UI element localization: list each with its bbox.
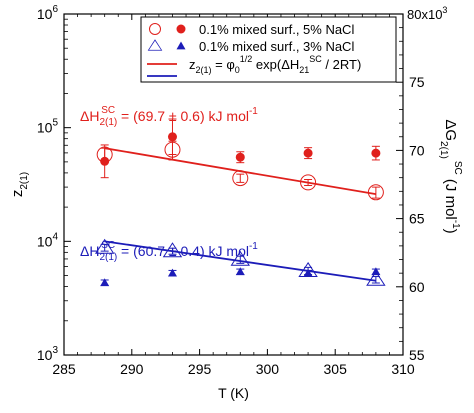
y-right-tick-label: 75	[409, 74, 425, 90]
y-left-tick-label: 103	[37, 345, 59, 363]
filled-triangle-marker	[303, 268, 313, 277]
y-right-axis-label: ΔG2(1)SC (J mol-1)	[438, 119, 463, 233]
filled-triangle-marker	[100, 278, 110, 287]
annotation-blue: ΔH2(1)SC = (60.7 ± 0.4) kJ mol-1	[80, 240, 258, 263]
y-left-tick-label: 105	[37, 118, 59, 136]
open-circle-marker	[300, 174, 317, 191]
legend-formula: z2(1) = φ01/2 exp(ΔH21SC / 2RT)	[189, 54, 361, 75]
filled-circle-marker	[303, 148, 313, 158]
annotations: ΔH2(1)SC = (69.7 ± 0.6) kJ mol-1 ΔH2(1)SC…	[80, 105, 258, 263]
filled-circle-marker	[100, 156, 110, 166]
plot-frame	[63, 13, 404, 356]
x-tick-label: 290	[120, 361, 144, 377]
filled-circle-marker	[167, 132, 177, 142]
x-tick-label: 285	[52, 361, 76, 377]
y-left-tick-label: 104	[37, 231, 59, 249]
x-axis-label: T (K)	[218, 385, 249, 401]
y-right-tick-label: 65	[409, 211, 425, 227]
filled-triangle-marker	[176, 41, 186, 50]
annotation-red: ΔH2(1)SC = (69.7 ± 0.6) kJ mol-1	[80, 105, 258, 128]
y-right-tick-label: 55	[409, 347, 425, 363]
x-tick-label: 295	[188, 361, 212, 377]
filled-circle-marker	[176, 24, 186, 34]
x-tick-label: 300	[256, 361, 280, 377]
fit-line	[104, 147, 377, 196]
fit-line	[104, 240, 377, 282]
x-tick-label: 310	[391, 361, 415, 377]
open-triangle-marker	[94, 238, 115, 254]
x-tick-label: 305	[324, 361, 348, 377]
open-triangle-marker	[147, 39, 163, 51]
filled-triangle-marker	[167, 268, 177, 277]
open-triangle-marker	[230, 250, 250, 266]
axis-labels: 285 290 295 300 305 310 103 104 105 106 55 60 65 70 75…	[9, 4, 463, 401]
filled-triangle-marker	[235, 267, 245, 276]
series-layer	[94, 118, 386, 287]
y-right-top-label: 80x103	[407, 5, 447, 22]
filled-circle-marker	[371, 148, 381, 158]
y-right-tick-label: 60	[409, 279, 425, 295]
y-left-tick-label: 106	[37, 4, 59, 22]
y-right-tick-label: 70	[409, 142, 425, 158]
legend-label: 0.1% mixed surf., 3% NaCl	[199, 39, 354, 54]
legend: 0.1% mixed surf., 5% NaCl 0.1% mixed surf…	[140, 16, 397, 83]
open-circle-marker	[149, 23, 161, 35]
filled-triangle-marker	[371, 267, 381, 276]
legend-label: 0.1% mixed surf., 5% NaCl	[199, 22, 354, 37]
y-left-axis-label: z2(1)	[9, 172, 30, 197]
open-triangle-marker	[366, 270, 386, 286]
filled-circle-marker	[235, 152, 245, 162]
